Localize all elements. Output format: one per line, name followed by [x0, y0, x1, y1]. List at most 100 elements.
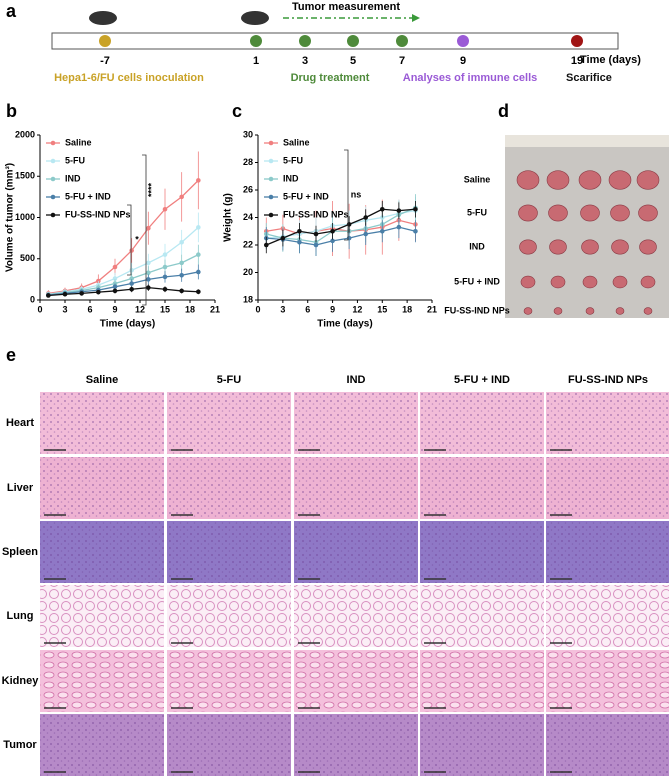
data-point [179, 288, 184, 294]
tissue-texture [167, 714, 291, 776]
data-point [280, 235, 286, 241]
y-axis-label: Volume of tumor (mm³) [5, 163, 16, 272]
y-tick-label: 24 [243, 212, 253, 222]
tumor [519, 239, 537, 255]
x-tick-label: 15 [377, 304, 387, 314]
timeline-dot [299, 35, 311, 47]
significance-bracket [142, 154, 147, 306]
legend-marker [268, 140, 274, 146]
y-tick-label: 2000 [15, 129, 35, 139]
day-label: 19 [571, 55, 583, 67]
photo-row-label: IND [469, 241, 485, 251]
significance-label: * [135, 234, 139, 244]
data-point [129, 276, 134, 281]
data-point [112, 264, 118, 270]
timeline-dot [457, 35, 469, 47]
y-tick-label: 26 [243, 184, 253, 194]
tumor [553, 307, 563, 315]
tissue-texture [546, 650, 669, 712]
data-point [129, 286, 134, 292]
tumor [546, 170, 570, 190]
tissue-texture [294, 392, 418, 454]
tissue-texture [420, 457, 544, 519]
legend-marker [50, 212, 56, 218]
panel-label: b [6, 101, 17, 121]
photo-row-label: FU-SS-IND NPs [444, 305, 510, 315]
tissue-texture [546, 392, 669, 454]
data-point [146, 225, 151, 231]
legend-marker [50, 140, 56, 146]
significance-bracket [344, 149, 349, 241]
tissue-texture [40, 392, 164, 454]
timeline-dot [571, 35, 583, 47]
data-point [396, 224, 402, 230]
panel-label: a [6, 1, 17, 21]
legend-marker [50, 158, 56, 164]
data-point [196, 178, 201, 183]
tumor [636, 170, 660, 190]
x-tick-label: 15 [160, 304, 170, 314]
series-line [48, 226, 199, 295]
event-label: Scarifice [566, 72, 612, 84]
event-label: Analyses of immune cells [403, 72, 538, 84]
series-line [48, 179, 199, 295]
timeline-dot [250, 35, 262, 47]
tissue-texture [167, 457, 291, 519]
column-header: 5-FU [217, 374, 242, 386]
panel-label: c [232, 101, 242, 121]
y-tick-label: 30 [243, 129, 253, 139]
data-point [162, 206, 168, 212]
y-tick-label: 20 [243, 267, 253, 277]
data-point [146, 270, 151, 276]
legend-label: 5-FU [65, 155, 85, 165]
data-point [313, 242, 319, 248]
significance-bracket [127, 204, 132, 276]
series-line [266, 219, 416, 235]
tumor [548, 204, 568, 222]
timeline-dot [396, 35, 408, 47]
x-tick-label: 9 [330, 304, 335, 314]
data-point [46, 293, 51, 298]
tumor [581, 239, 599, 255]
photo-row-label: 5-FU [467, 207, 487, 217]
x-tick-label: 6 [305, 304, 310, 314]
data-point [129, 248, 134, 253]
arrow-head [412, 14, 420, 22]
tumor [582, 275, 598, 289]
data-point [196, 269, 201, 275]
data-point [146, 260, 151, 266]
x-tick-label: 3 [280, 304, 285, 314]
tissue-texture [167, 585, 291, 647]
legend-label: 5-FU [283, 155, 303, 165]
x-tick-label: 9 [112, 304, 117, 314]
series-line [266, 208, 416, 246]
x-tick-label: 18 [185, 304, 195, 314]
significance-label: ns [351, 189, 362, 199]
tissue-texture [294, 457, 418, 519]
data-point [129, 281, 134, 286]
data-point [379, 206, 385, 212]
data-point [79, 291, 84, 296]
legend-label: IND [65, 173, 81, 183]
tissue-texture [294, 714, 418, 776]
legend-label: FU-SS-IND NPs [65, 209, 131, 219]
data-point [179, 272, 184, 278]
x-tick-label: 21 [427, 304, 437, 314]
data-point [112, 288, 118, 294]
tumor [612, 275, 628, 289]
tissue-texture [40, 521, 164, 583]
row-label: Kidney [2, 675, 40, 687]
row-label: Liver [7, 482, 34, 494]
measurement-label: Tumor measurement [292, 1, 400, 13]
data-point [62, 291, 68, 297]
timeline-bar [51, 32, 619, 50]
tumor [580, 204, 600, 222]
series-line [48, 271, 199, 296]
timeline-dot [347, 35, 359, 47]
tissue-texture [546, 521, 669, 583]
legend-marker [268, 194, 274, 200]
tumor [615, 307, 625, 315]
data-point [162, 264, 168, 270]
x-tick-label: 12 [352, 304, 362, 314]
